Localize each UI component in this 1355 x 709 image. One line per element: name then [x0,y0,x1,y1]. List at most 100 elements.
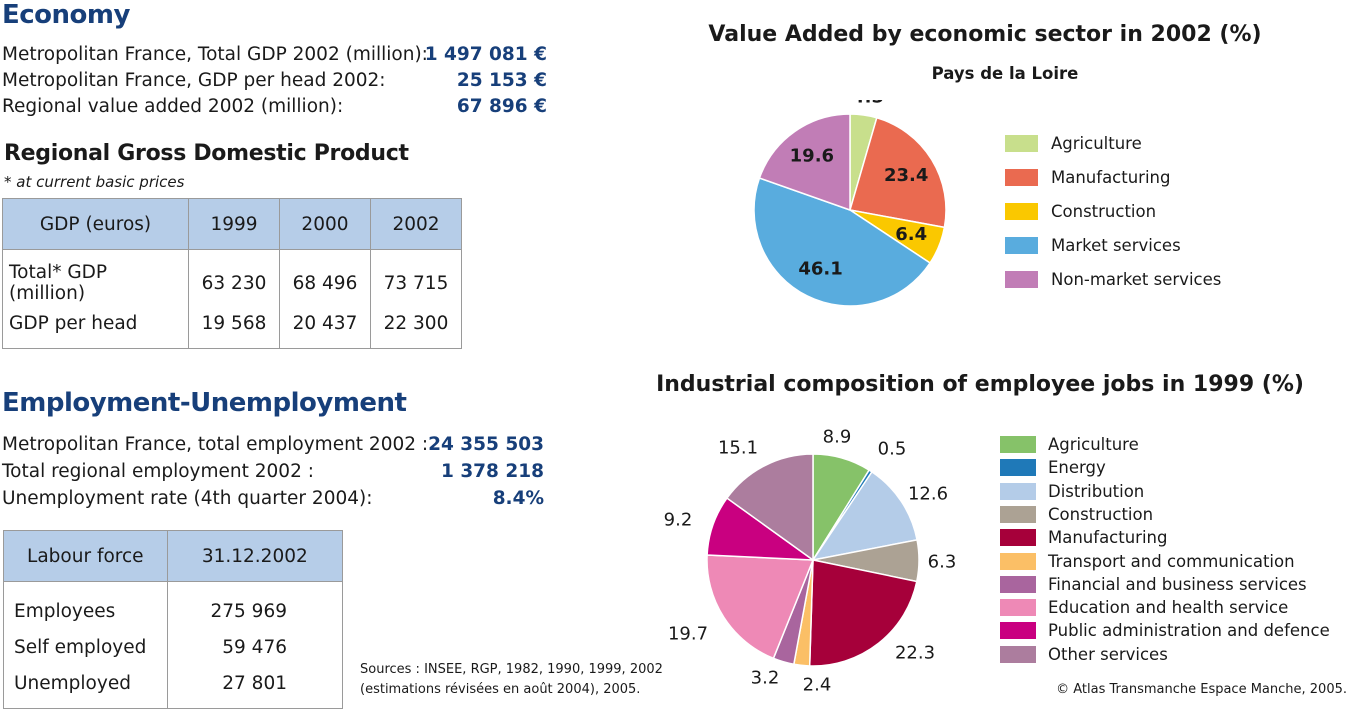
chart2-legend-item: Financial and business services [1000,575,1307,594]
column-header: Labour force [3,530,168,582]
stat-label: Total regional employment 2002 : [2,461,314,482]
legend-label: Non-market services [1051,270,1222,289]
table-header-row: GDP (euros) 1999 2000 2002 [2,198,463,250]
column-header: 1999 [188,198,280,250]
employment-title: Employment-Unemployment [2,388,407,418]
legend-label: Transport and communication [1048,551,1295,571]
sources-note: Sources : INSEE, RGP, 1982, 1990, 1999, … [360,660,663,700]
pie-data-label: 12.6 [908,484,948,505]
legend-label: Agriculture [1051,134,1142,153]
pie-data-label: 2.4 [803,675,832,696]
chart2-legend-item: Other services [1000,645,1168,664]
legend-label: Manufacturing [1051,168,1171,187]
pie-slice-distribution [811,470,918,562]
chart1-legend-item: Non-market services [1005,270,1221,289]
pie-slice-other-services [725,453,814,562]
chart2-legend-item: Education and health service [1000,598,1288,617]
pie-data-label: 19.6 [790,146,834,167]
pie-slice-manufacturing [808,559,918,667]
row-label: Self employed [3,629,168,665]
table-row: Employees 275 969 [3,581,344,629]
chart2-legend-item: Transport and communication [1000,552,1295,571]
legend-label: Manufacturing [1048,528,1168,548]
table-cell: 68 496 [278,249,371,305]
gdp-table: GDP (euros) 1999 2000 2002 Total* GDP (m… [2,198,463,349]
legend-label: Agriculture [1048,435,1139,454]
legend-label: Public administration and defence [1048,621,1330,641]
chart2-legend-item: Distribution [1000,482,1144,501]
pie-data-label: 9.2 [664,510,693,531]
legend-swatch [1005,169,1038,186]
pie-data-label: 46.1 [798,259,842,280]
stat-row: Regional value added 2002 (million): 67 … [2,96,547,122]
legend-swatch [1000,529,1036,547]
legend-swatch [1005,271,1038,288]
column-header: 2000 [278,198,371,250]
legend-swatch [1000,459,1036,477]
pie-data-label: 6.3 [928,552,957,573]
stat-value: 8.4% [492,488,544,509]
chart2-legend-item: Manufacturing [1000,528,1167,547]
gdp-title: Regional Gross Domestic Product [4,141,409,166]
pie-data-label: 0.5 [878,439,907,460]
stat-value: 25 153 € [456,70,547,91]
pie-data-label: 4.5 [852,100,884,108]
legend-swatch [1000,482,1036,500]
legend-swatch [1005,203,1038,220]
column-header: GDP (euros) [2,198,189,250]
economy-title: Economy [2,0,130,30]
gdp-note: * at current basic prices [4,173,185,191]
table-cell: 22 300 [369,305,463,349]
pie-slice-market-services [753,177,932,307]
stat-row: Metropolitan France, Total GDP 2002 (mil… [2,44,547,70]
pie-data-label: 15.1 [718,438,758,459]
stat-row: Metropolitan France, total employment 20… [2,434,544,461]
stat-label: Metropolitan France, GDP per head 2002: [2,70,386,91]
stat-value: 1 378 218 [441,461,544,482]
sources-line: (estimations révisées en août 2004), 200… [360,682,641,697]
employment-stats: Metropolitan France, total employment 20… [2,434,544,515]
pie-data-label: 19.7 [668,624,708,645]
chart2-title: Industrial composition of employee jobs … [656,372,1304,397]
legend-label: Other services [1048,644,1168,664]
table-cell: 59 476 [166,629,344,665]
legend-swatch [1000,599,1036,617]
table-cell: 275 969 [166,581,344,629]
table-cell: 63 230 [188,249,280,305]
pie-data-label: 22.3 [895,643,935,664]
column-header: 2002 [369,198,463,250]
chart1-subtitle: Pays de la Loire [931,64,1079,83]
table-row: GDP per head 19 568 20 437 22 300 [2,305,463,349]
stat-label: Metropolitan France, Total GDP 2002 (mil… [2,44,428,65]
legend-label: Construction [1051,202,1157,221]
chart1-legend-item: Construction [1005,202,1156,221]
table-cell: 20 437 [278,305,371,349]
pie-slice-education-and-health-service [706,554,815,660]
sources-line: Sources : INSEE, RGP, 1982, 1990, 1999, … [360,662,663,677]
chart1-legend-item: Manufacturing [1005,168,1170,187]
stat-value: 67 896 € [456,96,547,117]
stat-value: 24 355 503 [428,434,544,455]
stat-row: Metropolitan France, GDP per head 2002: … [2,70,547,96]
legend-label: Education and health service [1048,598,1289,618]
pie-data-label: 8.9 [823,427,852,448]
chart2-pie: 8.9 0.5 12.6 6.3 22.3 2.4 3.2 19.7 9.2 15.1 [664,427,957,696]
stat-row: Total regional employment 2002 : 1 378 2… [2,461,544,488]
legend-label: Financial and business services [1048,574,1307,594]
legend-label: Market services [1051,236,1181,255]
table-header-row: Labour force 31.12.2002 [3,530,344,582]
pie-slice-manufacturing [849,116,947,229]
table-cell: 19 568 [188,305,280,349]
legend-swatch [1000,575,1036,593]
legend-swatch [1005,237,1038,254]
chart1-legend-item: Market services [1005,236,1181,255]
legend-label: Energy [1048,458,1106,478]
pie-data-label: 3.2 [751,668,780,689]
table-row: Total* GDP (million) 63 230 68 496 73 71… [2,249,463,305]
pie-data-label: 6.4 [895,224,927,245]
pie-data-label: 23.4 [884,165,928,186]
legend-swatch [1000,645,1036,663]
stat-label: Unemployment rate (4th quarter 2004): [2,488,373,509]
column-header: 31.12.2002 [166,530,344,582]
row-label: Total* GDP (million) [2,249,189,305]
